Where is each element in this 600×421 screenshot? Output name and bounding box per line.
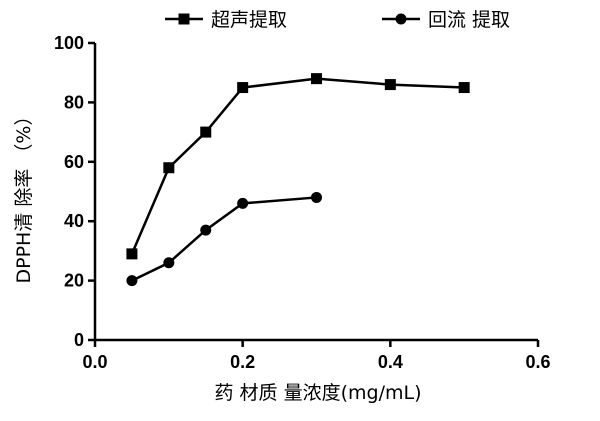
data-point-circle: [200, 224, 212, 236]
y-tick-label: 100: [54, 33, 84, 53]
legend: 超声提取 回流 提取: [165, 9, 510, 31]
series-1: [126, 73, 470, 260]
data-point-square: [237, 82, 249, 94]
data-point-square: [163, 162, 175, 174]
x-tick-label: 0.4: [378, 352, 403, 372]
data-point-circle: [163, 257, 175, 269]
plot-area: [126, 73, 470, 287]
legend-marker-circle: [395, 13, 407, 25]
x-tick-label: 0.2: [230, 352, 255, 372]
legend-label: 超声提取: [211, 9, 287, 31]
data-point-square: [458, 82, 470, 94]
data-point-circle: [126, 275, 138, 287]
y-tick-label: 0: [74, 330, 84, 350]
x-axis-title: 药 材质 量浓度(mg/mL): [215, 382, 422, 404]
data-point-square: [311, 73, 322, 85]
legend-item-2: 回流 提取: [382, 9, 510, 31]
x-tick-label: 0.6: [525, 352, 550, 372]
data-point-square: [384, 79, 396, 91]
data-point-circle: [311, 191, 322, 203]
series-line: [131, 196, 317, 282]
data-point-square: [200, 126, 212, 138]
legend-marker-square: [178, 13, 190, 25]
legend-label: 回流 提取: [428, 9, 510, 31]
y-tick-label: 60: [64, 152, 84, 172]
series-2: [126, 191, 322, 287]
y-axis-title: DPPH清 除率 （%）: [13, 107, 35, 284]
x-tick-label: 0.0: [82, 352, 107, 372]
data-point-square: [126, 248, 138, 260]
legend-item-1: 超声提取: [165, 9, 287, 31]
y-tick-label: 40: [64, 211, 84, 231]
data-point-circle: [237, 197, 249, 209]
y-tick-label: 80: [64, 92, 84, 112]
y-tick-label: 20: [64, 271, 84, 291]
series-line: [130, 77, 465, 255]
axes: 0 20 40 60 80 100 0.0 0.2 0.4 0.6: [54, 33, 551, 372]
